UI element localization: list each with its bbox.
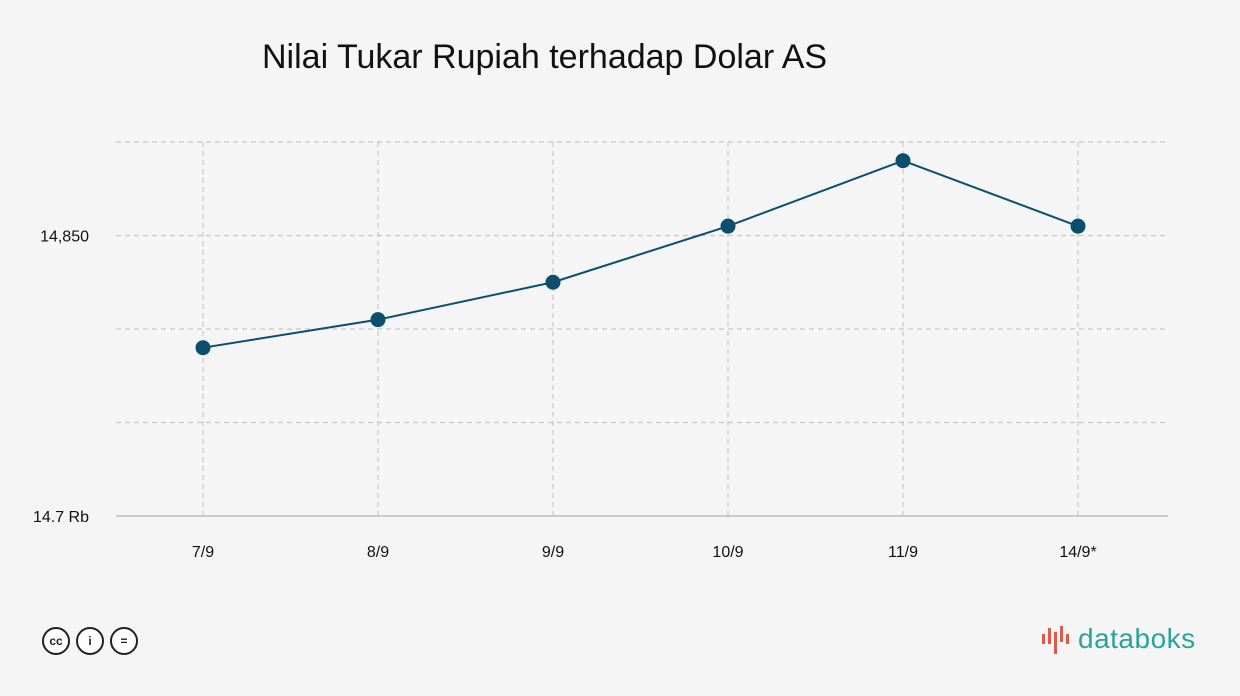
data-point[interactable] xyxy=(370,312,386,328)
license-badge[interactable]: cc i = xyxy=(42,627,138,655)
axis-layer: 14.7 Rb 14,850 7/9 8/9 9/9 10/9 11/9 14/9* xyxy=(33,229,1168,561)
data-point[interactable] xyxy=(720,218,736,234)
nd-icon: = xyxy=(110,627,138,655)
data-point[interactable] xyxy=(895,153,911,169)
data-point[interactable] xyxy=(195,340,211,356)
x-tick-label: 11/9 xyxy=(888,544,918,561)
x-tick-label: 8/9 xyxy=(367,544,389,561)
cc-icon: cc xyxy=(42,627,70,655)
data-point[interactable] xyxy=(545,274,561,290)
x-tick-label: 10/9 xyxy=(712,544,743,561)
y-tick-label: 14,850 xyxy=(40,229,89,246)
series-layer xyxy=(195,153,1086,356)
chart-title: Nilai Tukar Rupiah terhadap Dolar AS xyxy=(262,38,828,76)
x-tick-label: 7/9 xyxy=(192,544,214,561)
grid-layer xyxy=(116,141,1168,516)
y-tick-label: 14.7 Rb xyxy=(33,509,89,526)
x-tick-label: 14/9* xyxy=(1059,544,1096,561)
series-line xyxy=(202,159,1079,349)
data-point[interactable] xyxy=(1070,218,1086,234)
databoks-logo-icon xyxy=(1042,626,1069,654)
brand-logo[interactable]: databoks xyxy=(1040,622,1196,656)
brand-name: databoks xyxy=(1078,623,1196,654)
by-icon: i xyxy=(76,627,104,655)
x-tick-label: 9/9 xyxy=(542,544,564,561)
